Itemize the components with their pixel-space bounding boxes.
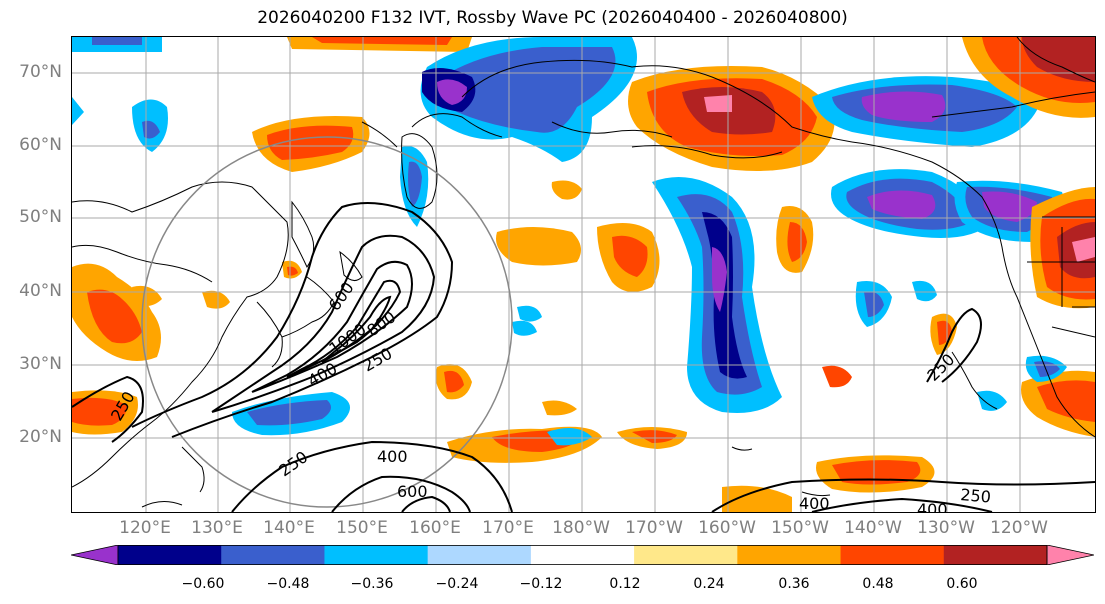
map-panel: 250 400 600 800 1000 250 400 600 250 400…	[71, 36, 1096, 513]
lat-label-50n: 50°N	[19, 207, 62, 227]
colorbar-swatches	[70, 544, 1095, 566]
lon-label-120w: 120°W	[990, 518, 1048, 538]
lon-label-160e: 160°E	[409, 518, 461, 538]
colorbar-tick: −0.12	[519, 576, 563, 592]
colorbar-tick: −0.36	[350, 576, 394, 592]
colorbar-outline	[117, 545, 1048, 565]
colorbar-tick: 0.12	[609, 576, 641, 592]
contour-label: 600	[397, 482, 428, 501]
colorbar-swatch	[943, 545, 1048, 565]
ivt-map: 250 400 600 800 1000 250 400 600 250 400…	[72, 37, 1095, 512]
region-circle	[141, 136, 513, 508]
lon-label-150w: 150°W	[771, 518, 829, 538]
lon-label-170e: 170°E	[482, 518, 534, 538]
colorbar-tick: 0.60	[946, 576, 978, 592]
colorbar-extend-low	[70, 544, 119, 566]
graticule	[72, 37, 1095, 512]
colorbar-swatch	[221, 545, 325, 565]
lat-label-60n: 60°N	[19, 135, 62, 155]
lon-label-130w: 130°W	[917, 518, 975, 538]
lon-label-140w: 140°W	[844, 518, 902, 538]
contour-label: 400	[377, 447, 408, 466]
lon-label-140e: 140°E	[263, 518, 315, 538]
colorbar-swatch	[118, 545, 222, 565]
colorbar-swatch	[840, 545, 945, 565]
colorbar-tick: −0.60	[181, 576, 225, 592]
coastlines	[72, 37, 1095, 508]
lon-label-130e: 130°E	[191, 518, 243, 538]
colorbar	[70, 544, 1095, 566]
colorbar-tick: −0.48	[266, 576, 310, 592]
colorbar-swatch	[737, 545, 842, 565]
colorbar-swatch	[324, 545, 429, 565]
contour-label: 400	[917, 500, 948, 512]
lon-label-160w: 160°W	[698, 518, 756, 538]
lon-label-170w: 170°W	[625, 518, 683, 538]
lat-label-20n: 20°N	[19, 427, 62, 447]
anomaly-shading	[72, 37, 1095, 512]
map-title: 2026040200 F132 IVT, Rossby Wave PC (202…	[257, 8, 848, 28]
contour-label: 400	[799, 494, 830, 512]
lon-label-150e: 150°E	[336, 518, 388, 538]
contour-label: 250	[275, 447, 311, 480]
colorbar-extend-high	[1046, 544, 1095, 566]
lat-label-30n: 30°N	[19, 354, 62, 374]
colorbar-swatch	[427, 545, 532, 565]
lat-label-40n: 40°N	[19, 281, 62, 301]
ivt-contours	[72, 202, 1095, 512]
lon-label-180w: 180°W	[552, 518, 610, 538]
lat-label-70n: 70°N	[19, 62, 62, 82]
colorbar-swatch	[530, 545, 635, 565]
colorbar-tick: −0.24	[435, 576, 479, 592]
colorbar-swatch	[634, 545, 738, 565]
colorbar-tick: 0.48	[862, 576, 894, 592]
contour-label: 250	[960, 485, 992, 507]
colorbar-tick: 0.36	[778, 576, 810, 592]
colorbar-tick: 0.24	[693, 576, 725, 592]
lon-label-120e: 120°E	[119, 518, 171, 538]
